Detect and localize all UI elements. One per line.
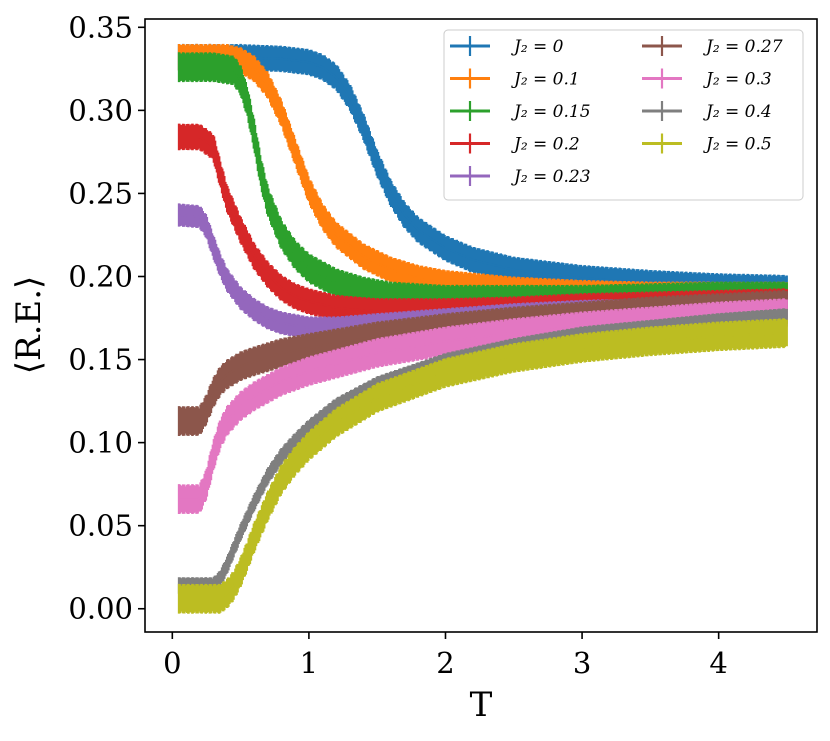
legend-item: J₂ = 0.15	[450, 101, 591, 122]
y-tick-label: 0.35	[68, 10, 133, 44]
legend-label: J₂ = 0.15	[511, 102, 591, 122]
legend-label: J₂ = 0.1	[511, 70, 580, 90]
series-layer	[177, 43, 788, 614]
legend-label: J₂ = 0	[511, 37, 564, 57]
legend: J₂ = 0 J₂ = 0.1 J₂ = 0.15 J₂ = 0.2 J₂ = 0.23…	[443, 29, 804, 201]
plot-frame	[144, 18, 818, 633]
legend-item: J₂ = 0.23	[450, 166, 591, 187]
y-tick-label: 0.15	[68, 343, 133, 377]
x-tick-label: 1	[300, 646, 318, 680]
y-axis: 0.00 0.05 0.10 0.15 0.20 0.25 0.30 0.35	[68, 10, 145, 626]
legend-box	[443, 29, 804, 201]
x-tick-label: 2	[436, 646, 454, 680]
y-axis-label: ⟨R.E.⟩	[9, 276, 49, 375]
y-tick-label: 0.10	[68, 426, 133, 460]
y-tick-label: 0.20	[68, 259, 133, 293]
legend-item: J₂ = 0.4	[642, 101, 772, 122]
series-8	[177, 318, 788, 614]
x-axis-label: T	[470, 685, 493, 725]
x-tick-label: 3	[573, 646, 591, 680]
legend-label: J₂ = 0.5	[703, 135, 772, 155]
legend-item: J₂ = 0.2	[450, 133, 580, 155]
legend-label: J₂ = 0.3	[703, 70, 772, 90]
legend-label: J₂ = 0.4	[703, 102, 772, 122]
series-8-line	[179, 332, 786, 600]
legend-label: J₂ = 0.2	[511, 135, 580, 155]
legend-label: J₂ = 0.23	[511, 167, 591, 187]
legend-label: J₂ = 0.27	[703, 37, 783, 57]
x-axis: 0 1 2 3 4	[163, 632, 728, 680]
legend-item: J₂ = 0.5	[642, 133, 772, 155]
y-tick-label: 0.30	[68, 93, 133, 127]
legend-item: J₂ = 0.27	[642, 36, 783, 57]
y-tick-label: 0.05	[68, 509, 133, 543]
y-tick-label: 0.00	[68, 592, 133, 626]
legend-item: J₂ = 0.3	[642, 68, 772, 90]
legend-item: J₂ = 0.1	[450, 68, 580, 90]
x-tick-label: 4	[709, 646, 727, 680]
y-tick-label: 0.25	[68, 176, 133, 210]
x-tick-label: 0	[163, 646, 181, 680]
legend-item: J₂ = 0	[450, 36, 564, 57]
